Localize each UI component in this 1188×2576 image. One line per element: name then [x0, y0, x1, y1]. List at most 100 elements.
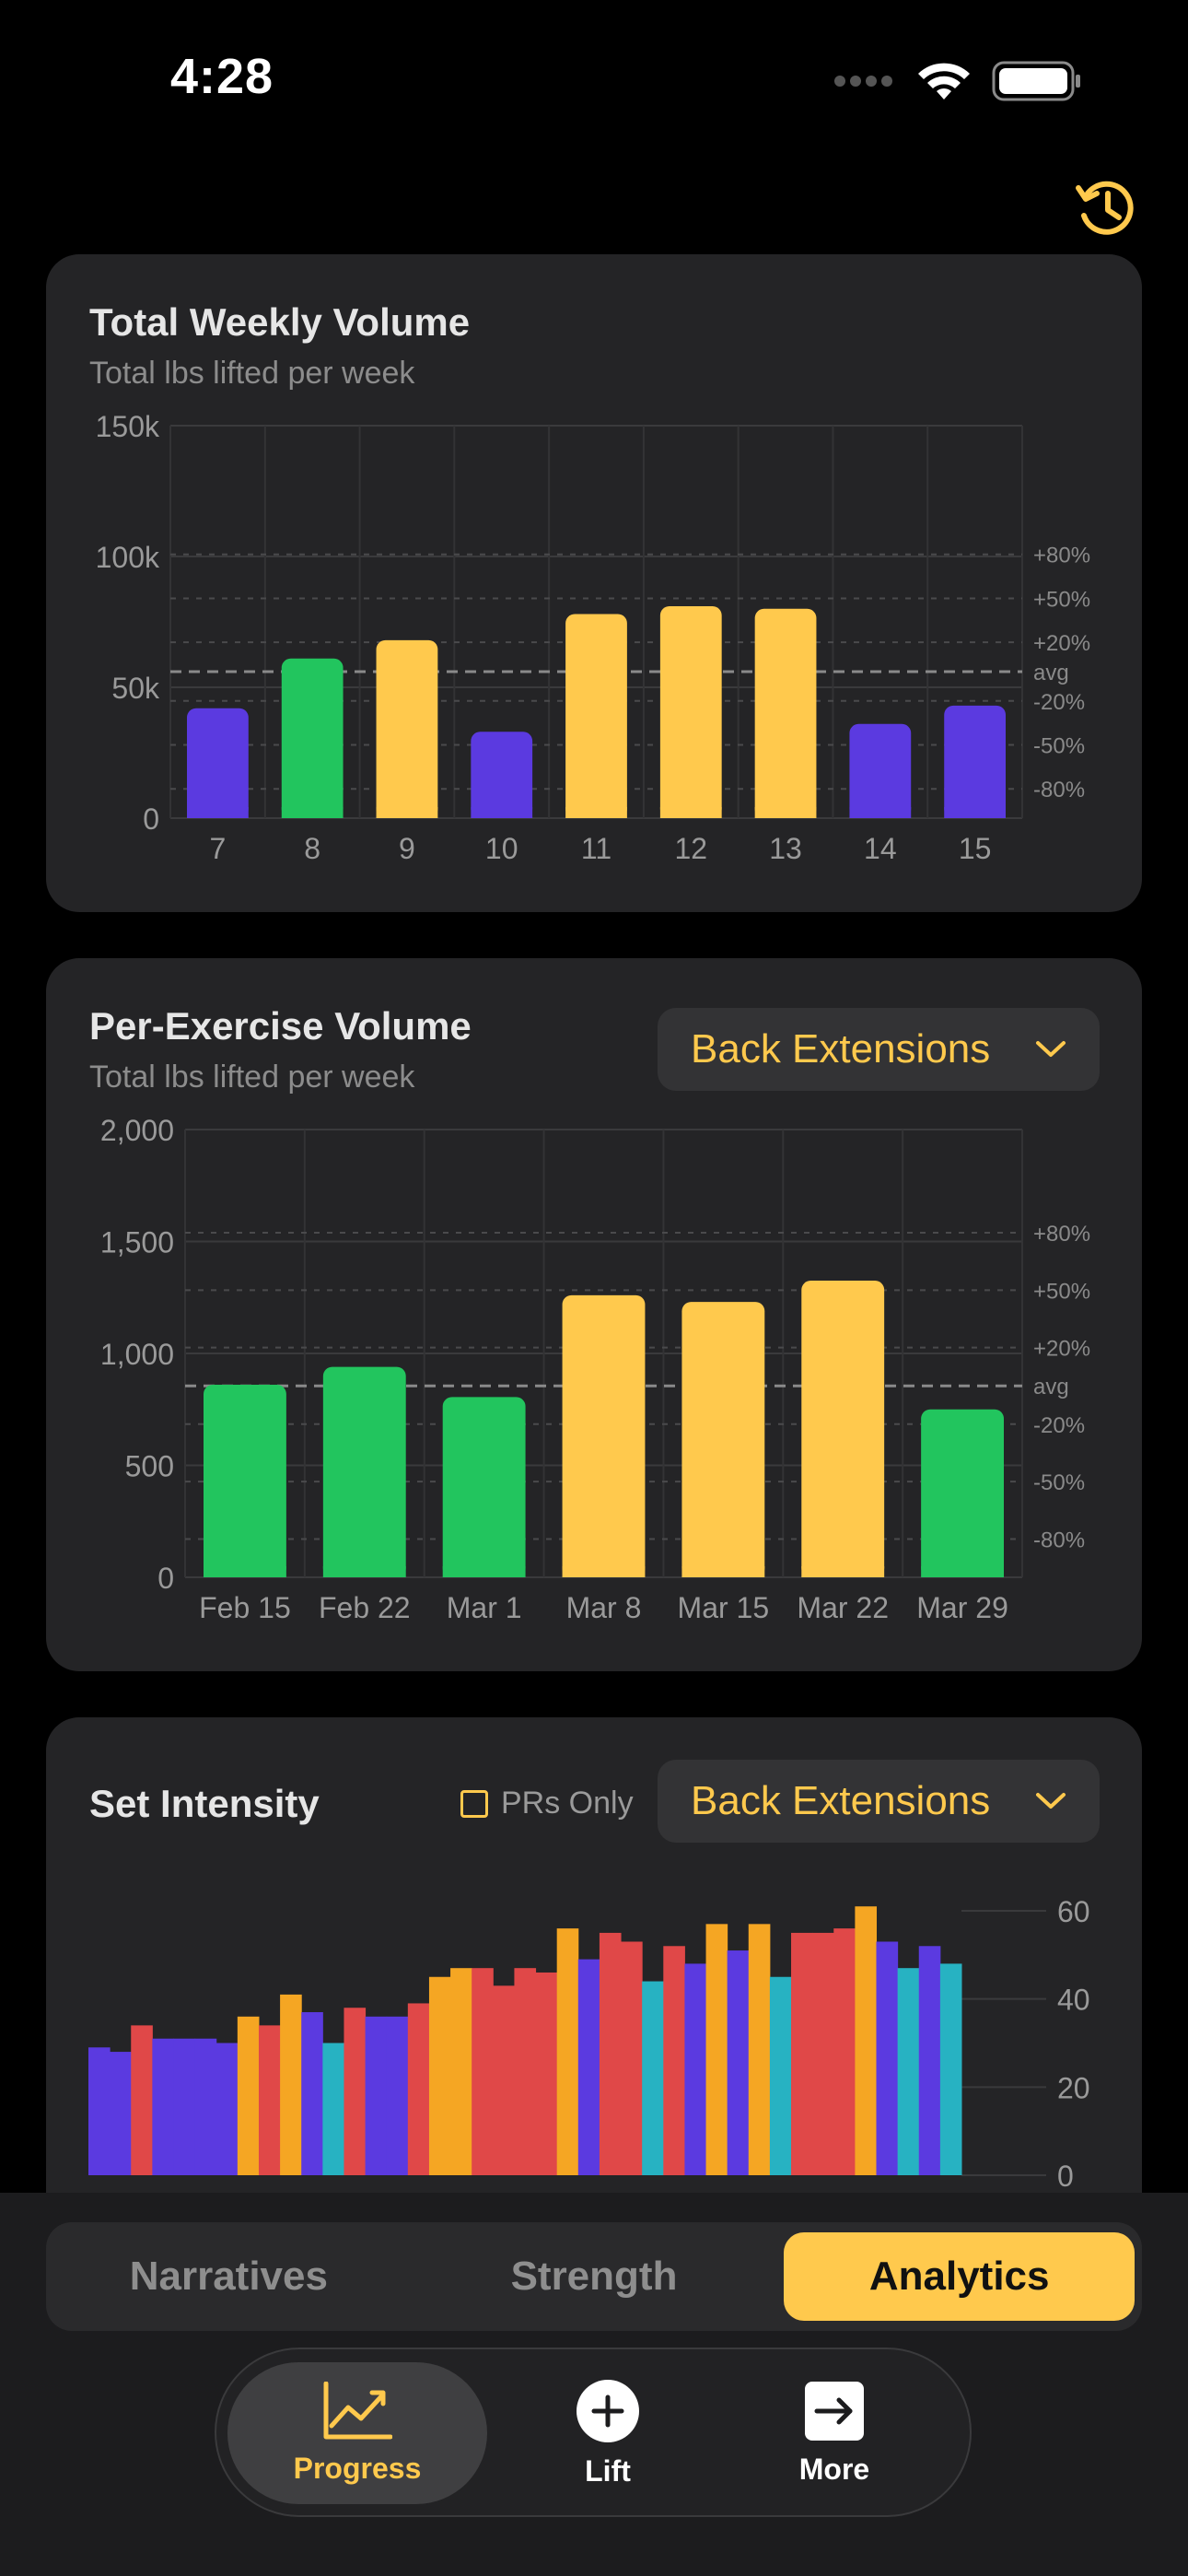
- bar-base: [322, 1566, 406, 1577]
- y-tick-label: 500: [125, 1450, 174, 1483]
- card-subtitle: Total lbs lifted per week: [89, 356, 415, 391]
- bar: [472, 1968, 494, 2175]
- prs-only-checkbox[interactable]: [460, 1789, 488, 1818]
- tab-progress[interactable]: Progress: [227, 2362, 487, 2504]
- x-tick-label: Feb 22: [319, 1591, 411, 1624]
- bar: [237, 2016, 260, 2175]
- bar-base: [442, 1566, 526, 1577]
- prs-only-toggle[interactable]: PRs Only: [460, 1786, 634, 1821]
- status-icons: [833, 61, 1082, 101]
- bar: [450, 1968, 472, 2175]
- bar: [280, 1994, 302, 2175]
- y-tick-label: 1,000: [100, 1338, 174, 1371]
- percent-reference-label: +50%: [1033, 587, 1090, 612]
- bar: [365, 2016, 388, 2175]
- bar-base: [376, 807, 438, 818]
- bar-base: [801, 1566, 885, 1577]
- bar: [556, 1928, 579, 2175]
- bar: [769, 1976, 792, 2175]
- bar: [493, 1985, 515, 2175]
- x-tick-label: 15: [959, 832, 992, 865]
- segment-narratives[interactable]: Narratives: [129, 2254, 328, 2299]
- per-exercise-card: Per-Exercise Volume Total lbs lifted per…: [46, 958, 1142, 1671]
- battery-icon: [992, 61, 1080, 101]
- history-button[interactable]: [1073, 175, 1139, 241]
- bar: [897, 1968, 920, 2175]
- percent-reference-label: +20%: [1033, 1337, 1090, 1362]
- bar-base: [562, 1566, 646, 1577]
- card-title: Total Weekly Volume: [89, 300, 471, 344]
- percent-reference-label: -20%: [1033, 1413, 1085, 1438]
- weekly-volume-card: Total Weekly Volume Total lbs lifted per…: [46, 254, 1142, 912]
- percent-reference-label: +80%: [1033, 544, 1090, 568]
- bar: [939, 1963, 962, 2175]
- tab-lift-label: Lift: [585, 2453, 631, 2488]
- per-exercise-chart: 2,000 1,500 1,000 500 0 +80% +50% +20% avg -20% -5…: [100, 1114, 1090, 1624]
- bar: [152, 2038, 174, 2175]
- bar: [110, 2052, 132, 2175]
- percent-reference-label: -20%: [1033, 690, 1085, 715]
- y-tick-label: 150k: [96, 410, 160, 443]
- x-tick-label: 14: [864, 832, 897, 865]
- x-tick-label: 8: [304, 832, 320, 865]
- card-title: Per-Exercise Volume: [89, 1004, 472, 1048]
- exercise-dropdown[interactable]: Back Extensions: [658, 1008, 1100, 1091]
- card-title: Set Intensity: [89, 1782, 320, 1825]
- bar: [681, 1302, 765, 1577]
- bar: [801, 1281, 885, 1577]
- segment-analytics[interactable]: Analytics: [784, 2232, 1136, 2321]
- intensity-exercise-dropdown[interactable]: Back Extensions: [658, 1760, 1100, 1843]
- weekly-volume-chart: 150k 100k 50k 0 +80% +50% +20% avg -20% -50% -80% 7…: [96, 410, 1090, 865]
- set-intensity-chart: 60 40 20 0: [88, 1895, 1090, 2193]
- bar-base: [849, 807, 912, 818]
- bar-base: [204, 1566, 286, 1577]
- tab-progress-label: Progress: [293, 2451, 422, 2485]
- bar: [577, 1959, 600, 2175]
- bar: [727, 1950, 750, 2175]
- bar: [322, 2043, 344, 2175]
- percent-reference-label: +80%: [1033, 1222, 1090, 1247]
- wifi-icon: [918, 63, 970, 100]
- bar-base: [944, 807, 1006, 818]
- tab-lift[interactable]: Lift: [502, 2362, 714, 2504]
- x-tick-label: Mar 29: [916, 1591, 1008, 1624]
- chevron-down-icon: [1036, 1041, 1066, 1057]
- bar: [344, 2008, 367, 2175]
- bar: [642, 1981, 664, 2175]
- bar: [565, 614, 627, 818]
- arrow-right-square-icon: [805, 2381, 864, 2441]
- bar: [599, 1932, 622, 2175]
- bar: [514, 1968, 537, 2175]
- percent-reference-label: +50%: [1033, 1279, 1090, 1304]
- y-tick-label: 1,500: [100, 1226, 174, 1259]
- tab-more[interactable]: More: [728, 2362, 940, 2504]
- bar-base: [187, 807, 249, 818]
- bar: [684, 1963, 707, 2175]
- x-tick-label: 12: [674, 832, 707, 865]
- bar-base: [754, 807, 817, 818]
- bar: [322, 1366, 406, 1577]
- segment-strength[interactable]: Strength: [510, 2254, 678, 2299]
- percent-reference-label: -80%: [1033, 778, 1085, 802]
- bar: [918, 1946, 941, 2175]
- bar: [194, 2038, 217, 2175]
- bar: [855, 1906, 878, 2175]
- exercise-dropdown-label: Back Extensions: [691, 1778, 991, 1823]
- bar-base: [921, 1566, 1004, 1577]
- bar: [944, 705, 1006, 818]
- x-tick-label: Feb 15: [199, 1591, 291, 1624]
- chevron-down-icon: [1036, 1793, 1066, 1809]
- x-tick-label: 13: [769, 832, 802, 865]
- bar: [705, 1924, 728, 2175]
- y-tick-label: 40: [1057, 1984, 1090, 2017]
- x-tick-label: 11: [581, 832, 611, 865]
- bar-base: [659, 807, 722, 818]
- bar: [754, 608, 817, 818]
- bar: [215, 2043, 239, 2175]
- percent-reference-label: -80%: [1033, 1528, 1085, 1552]
- y-tick-label: 2,000: [100, 1114, 174, 1147]
- bar: [921, 1409, 1004, 1577]
- bar: [386, 2016, 409, 2175]
- line-chart-icon: [323, 2381, 392, 2439]
- bar: [876, 1941, 899, 2175]
